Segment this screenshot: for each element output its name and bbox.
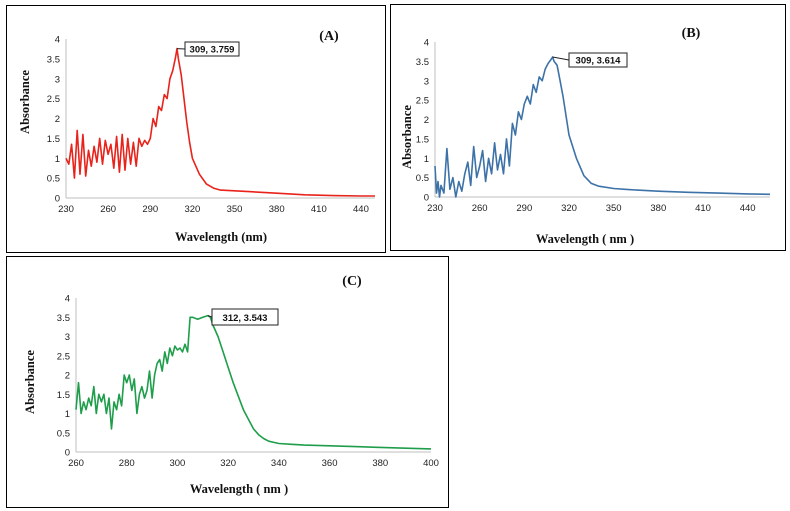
callout-leader-b: [552, 56, 570, 61]
x-axis-label-a: Wavelength (nm): [175, 230, 267, 244]
chart-svg-a: (A) Wavelength (nm) Absorbance 0 0.5 1 1.5 2…: [18, 29, 375, 244]
y-tick-label-b: 3.5: [416, 57, 429, 68]
y-tick-label-b: 1: [424, 154, 429, 165]
x-tick-label-a: 260: [100, 204, 116, 215]
y-tick-label-a: 3: [55, 74, 60, 85]
chart-panel-b: (B) Wavelength ( nm ) Absorbance 0 0.5 1 1.…: [390, 4, 786, 251]
x-tick-label-c: 300: [169, 458, 185, 469]
chart-panel-a: (A) Wavelength (nm) Absorbance 0 0.5 1 1.5 2…: [6, 5, 386, 253]
callout-leader-c: [207, 315, 213, 318]
x-tick-label-a: 410: [311, 204, 327, 215]
x-tick-label-b: 320: [561, 203, 577, 214]
x-tick-label-c: 280: [119, 458, 135, 469]
y-tick-label-b: 0: [424, 193, 429, 204]
panel-title-c: (C): [342, 274, 362, 289]
y-tick-label-a: 4: [55, 35, 60, 46]
callout-text-c: 312, 3.543: [223, 313, 268, 324]
x-tick-label-a: 350: [227, 204, 243, 215]
y-tick-label-b: 3: [424, 76, 429, 87]
y-axis-label-b: Absorbance: [400, 105, 414, 169]
y-tick-label-a: 2: [55, 114, 60, 125]
x-tick-label-b: 410: [695, 203, 711, 214]
y-tick-label-c: 2: [65, 371, 70, 382]
panel-title-b: (B): [682, 26, 701, 41]
callout-box-c: [211, 308, 279, 326]
y-tick-label-b: 4: [424, 38, 429, 49]
absorbance-series-line-c: [75, 314, 432, 450]
y-tick-label-b: 2.5: [416, 96, 429, 107]
x-tick-label-a: 230: [58, 204, 74, 215]
callout-box-a: [184, 41, 240, 57]
callout-text-b: 309, 3.614: [576, 56, 622, 67]
x-tick-label-b: 380: [650, 203, 666, 214]
y-tick-label-c: 3.5: [57, 313, 70, 324]
peak-callout-c: 312, 3.543: [211, 308, 279, 326]
x-tick-label-c: 380: [372, 458, 388, 469]
x-tick-label-b: 260: [472, 203, 488, 214]
y-axis-label-c: Absorbance: [23, 350, 37, 414]
x-tick-label-a: 380: [269, 204, 285, 215]
x-tick-label-b: 440: [740, 203, 756, 214]
x-tick-label-b: 230: [427, 203, 443, 214]
y-tick-label-c: 0: [65, 448, 70, 459]
y-tick-label-c: 1: [65, 409, 70, 420]
x-tick-label-c: 320: [220, 458, 236, 469]
x-tick-label-a: 440: [353, 204, 369, 215]
peak-callout-a: 309, 3.759: [184, 41, 240, 57]
y-tick-label-c: 0.5: [57, 428, 70, 439]
absorbance-series-line-b: [434, 56, 771, 198]
x-axis-label-b: Wavelength ( nm ): [536, 232, 634, 246]
y-tick-label-c: 1.5: [57, 390, 70, 401]
chart-svg-c: (C) Wavelength ( nm ) Absorbance 0 0.5 1 1.…: [23, 274, 439, 496]
y-tick-label-a: 0: [55, 194, 60, 205]
chart-svg-b: (B) Wavelength ( nm ) Absorbance 0 0.5 1 1.…: [400, 26, 771, 246]
absorbance-series-line-a: [65, 47, 375, 197]
x-axis-label-c: Wavelength ( nm ): [190, 482, 288, 496]
x-tick-label-c: 260: [68, 458, 84, 469]
panel-title-a: (A): [319, 29, 339, 44]
y-tick-label-a: 1.5: [47, 134, 60, 145]
callout-text-a: 309, 3.759: [190, 45, 235, 56]
y-tick-label-a: 3.5: [47, 54, 60, 65]
x-tick-label-c: 340: [271, 458, 287, 469]
y-tick-label-b: 0.5: [416, 173, 429, 184]
y-tick-label-a: 2.5: [47, 94, 60, 105]
x-tick-label-b: 290: [516, 203, 532, 214]
x-tick-label-c: 360: [322, 458, 338, 469]
x-tick-label-a: 320: [184, 204, 200, 215]
y-tick-label-c: 3: [65, 332, 70, 343]
callout-box-b: [568, 52, 628, 68]
y-tick-label-b: 2: [424, 115, 429, 126]
y-tick-label-a: 1: [55, 154, 60, 165]
y-tick-label-a: 0.5: [47, 174, 60, 185]
y-tick-label-c: 2.5: [57, 351, 70, 362]
x-tick-label-b: 350: [606, 203, 622, 214]
peak-callout-b: 309, 3.614: [568, 52, 628, 68]
x-tick-label-a: 290: [142, 204, 158, 215]
y-tick-label-b: 1.5: [416, 134, 429, 145]
x-tick-label-c: 400: [423, 458, 439, 469]
chart-panel-c: (C) Wavelength ( nm ) Absorbance 0 0.5 1 1.…: [6, 256, 449, 508]
y-tick-label-c: 4: [65, 294, 70, 305]
y-axis-label-a: Absorbance: [18, 70, 32, 134]
